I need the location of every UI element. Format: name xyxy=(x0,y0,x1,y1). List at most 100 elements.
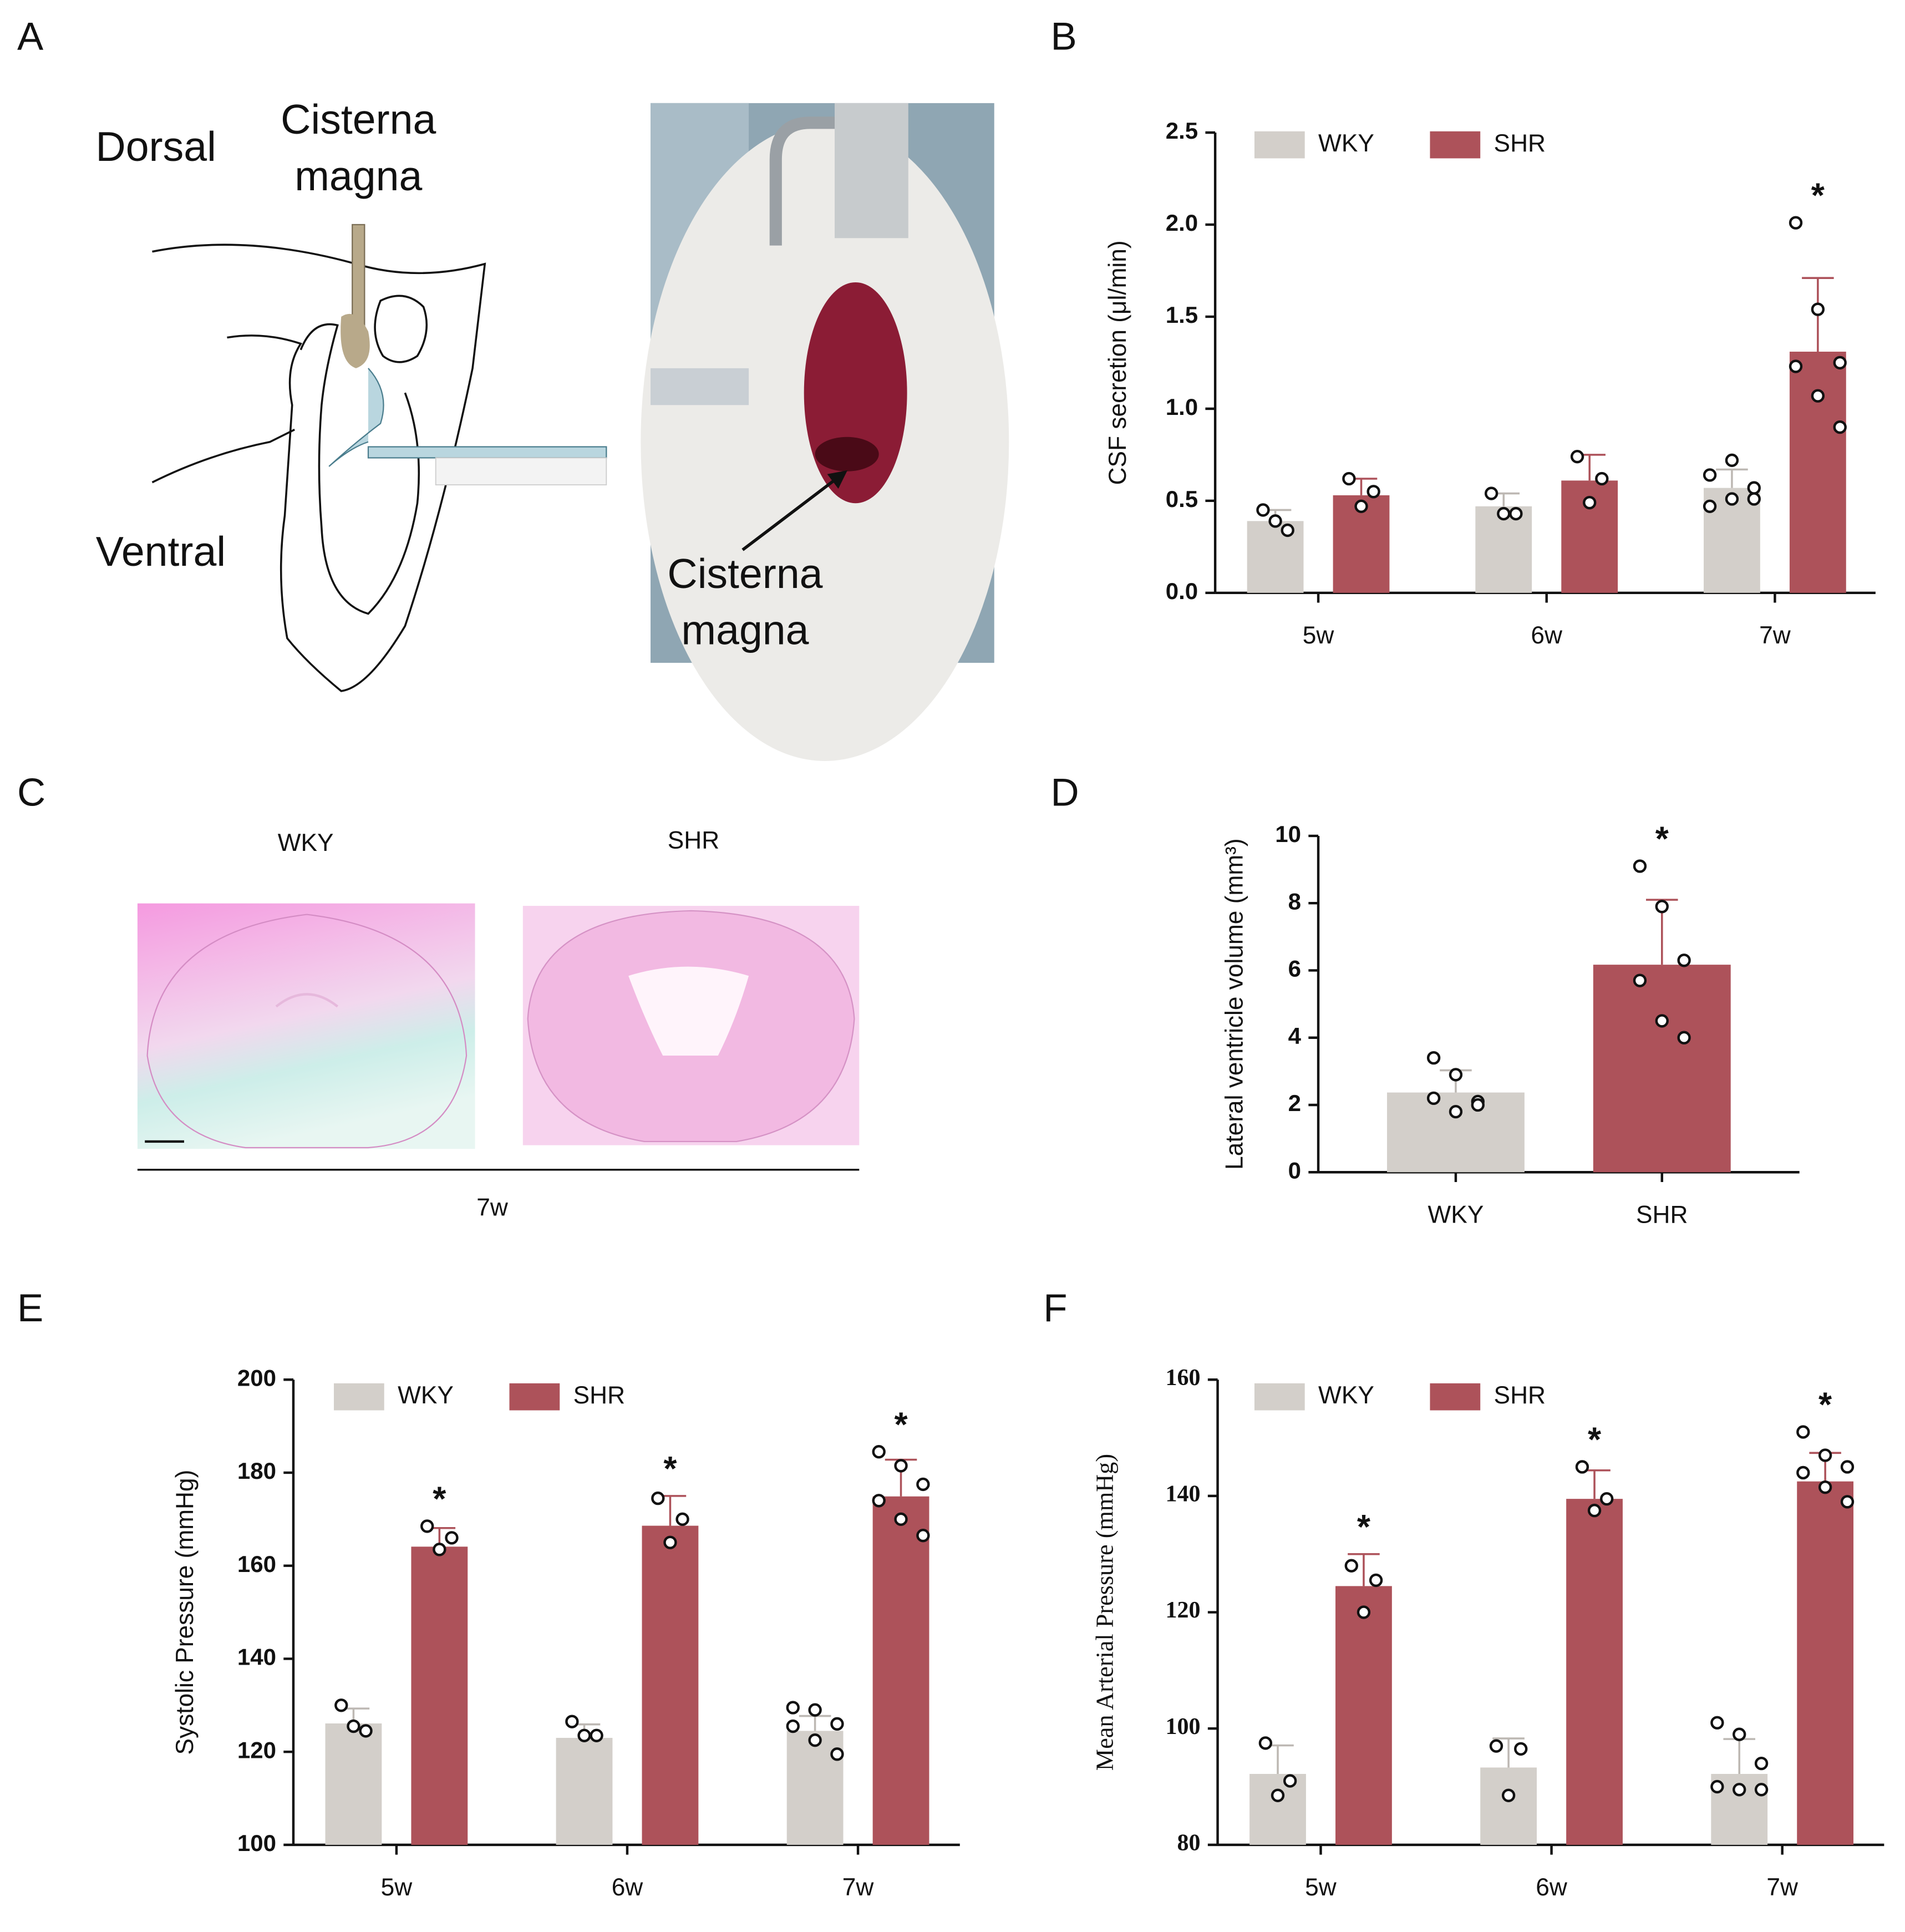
panel-letter: D xyxy=(1051,771,1079,815)
data-point xyxy=(663,1535,677,1549)
legend-label: WKY xyxy=(1318,1382,1374,1409)
data-point xyxy=(347,1719,360,1733)
y-tick-label: 1.0 xyxy=(1166,394,1198,420)
photo-label: magna xyxy=(681,607,809,653)
cistern-shape xyxy=(341,313,370,368)
bar xyxy=(1480,1767,1537,1845)
data-point xyxy=(1281,523,1294,537)
data-point xyxy=(1489,1739,1503,1753)
bar xyxy=(1335,1586,1392,1845)
data-point xyxy=(577,1728,591,1742)
data-point xyxy=(1710,1716,1724,1730)
y-axis-label: Mean Arterial Pressure (mmHg) xyxy=(1091,1454,1119,1771)
legend-label: SHR xyxy=(1494,1382,1546,1409)
bar xyxy=(1593,965,1731,1173)
significance: * xyxy=(1655,820,1669,859)
data-point xyxy=(1840,1495,1855,1509)
data-point xyxy=(1426,1091,1441,1106)
data-point xyxy=(433,1543,446,1556)
data-point xyxy=(565,1715,579,1728)
data-point xyxy=(1509,506,1523,521)
data-point xyxy=(1677,1031,1691,1044)
data-point xyxy=(916,1529,930,1543)
x-tick-label: 6w xyxy=(1531,622,1563,649)
data-point xyxy=(1369,1573,1383,1588)
data-point xyxy=(1789,359,1803,373)
cistern-fluid xyxy=(328,368,384,467)
y-tick-label: 120 xyxy=(237,1737,276,1763)
site-label: magna xyxy=(294,153,422,199)
panel-letter: A xyxy=(17,15,44,59)
data-point xyxy=(1633,973,1647,987)
bar xyxy=(1566,1499,1623,1845)
data-point xyxy=(1796,1466,1810,1480)
bar xyxy=(1386,1092,1525,1173)
data-point xyxy=(1655,900,1669,914)
significance: * xyxy=(1357,1508,1371,1546)
x-tick-label: 7w xyxy=(842,1874,875,1901)
data-point xyxy=(894,1512,908,1526)
x-tick-label: 5w xyxy=(381,1874,413,1901)
legend-swatch xyxy=(1430,1383,1481,1411)
data-point xyxy=(1587,1503,1602,1518)
y-tick-label: 160 xyxy=(237,1551,276,1577)
data-point xyxy=(1344,1559,1358,1573)
y-tick-label: 2.0 xyxy=(1166,210,1198,236)
bar xyxy=(1797,1481,1854,1845)
panel-letter: F xyxy=(1043,1286,1067,1330)
x-tick-label: 5w xyxy=(1305,1874,1337,1901)
y-tick-label: 140 xyxy=(237,1644,276,1670)
data-point xyxy=(1484,486,1498,500)
y-tick-label: 80 xyxy=(1177,1830,1201,1856)
panel-letter: C xyxy=(17,771,45,815)
legend-label: SHR xyxy=(1494,130,1546,157)
data-point xyxy=(1733,1727,1746,1741)
data-point xyxy=(1725,492,1739,506)
y-tick-label: 8 xyxy=(1288,888,1301,914)
data-point xyxy=(1840,1460,1855,1474)
data-point xyxy=(1818,1480,1832,1494)
data-point xyxy=(1595,471,1609,486)
legend-label: WKY xyxy=(398,1382,454,1409)
data-point xyxy=(1655,1014,1669,1028)
holder xyxy=(835,103,908,239)
data-point xyxy=(1703,468,1717,482)
bar xyxy=(642,1525,699,1845)
y-tick-label: 100 xyxy=(237,1830,276,1856)
data-point xyxy=(786,1719,800,1733)
bar xyxy=(1249,1773,1306,1845)
data-point xyxy=(445,1531,459,1545)
group-label: SHR xyxy=(668,827,719,854)
y-tick-label: 0.5 xyxy=(1166,486,1198,512)
bar xyxy=(1247,521,1304,593)
data-point xyxy=(786,1701,800,1715)
panel-letter: B xyxy=(1051,15,1077,59)
legend-swatch xyxy=(1430,131,1481,159)
data-point xyxy=(1256,503,1270,517)
data-point xyxy=(675,1512,689,1526)
y-tick-label: 2 xyxy=(1288,1090,1301,1116)
data-point xyxy=(420,1519,434,1533)
y-axis-label: Lateral ventricle volume (mm³) xyxy=(1221,838,1248,1169)
y-tick-label: 100 xyxy=(1166,1714,1201,1740)
y-tick-label: 10 xyxy=(1275,821,1301,847)
data-point xyxy=(872,1445,886,1459)
ear-bar xyxy=(651,368,749,405)
data-point xyxy=(1583,495,1597,510)
photo-label: Cisterna xyxy=(667,550,822,597)
data-point xyxy=(1633,859,1647,873)
legend-label: SHR xyxy=(573,1382,625,1409)
bar xyxy=(556,1737,613,1845)
data-point xyxy=(1833,420,1847,434)
data-point xyxy=(1449,1104,1463,1119)
site-label: Cisterna xyxy=(281,96,436,143)
data-point xyxy=(1354,499,1368,513)
arrow xyxy=(741,470,848,551)
slice-outline xyxy=(146,914,468,1149)
x-tick-label: 6w xyxy=(1536,1874,1568,1901)
bar xyxy=(411,1546,468,1845)
data-point xyxy=(1271,1788,1285,1802)
panel-letter: E xyxy=(17,1286,43,1330)
data-point xyxy=(590,1728,603,1742)
